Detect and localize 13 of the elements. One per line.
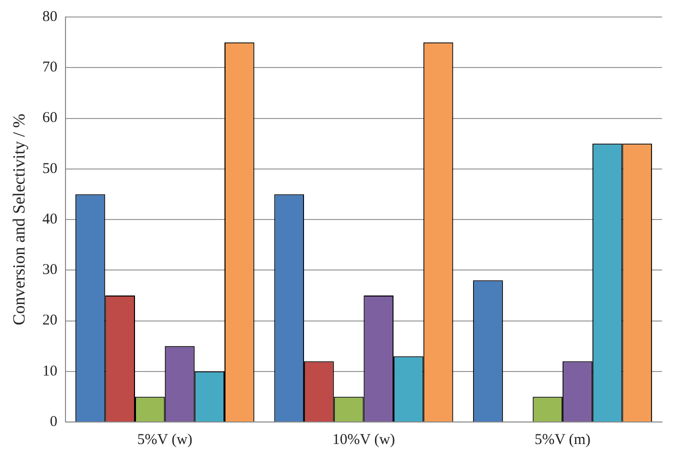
x-tick-label: 10%V (w) xyxy=(332,432,396,448)
y-tick-label: 0 xyxy=(50,414,58,430)
y-tick-label: 40 xyxy=(42,211,58,228)
y-tick-label: 10 xyxy=(42,363,58,380)
y-tick-label: 50 xyxy=(42,160,58,177)
y-tick-label: 80 xyxy=(42,8,58,25)
y-tick-label: 20 xyxy=(42,312,58,329)
y-tick-label: 30 xyxy=(42,262,58,278)
y-axis-title: Conversion and Selectivity / % xyxy=(10,114,29,326)
y-tick-label: 60 xyxy=(42,110,58,126)
x-tick-label: 5%V (m) xyxy=(534,432,591,448)
x-tick-label: 5%V (w) xyxy=(137,432,192,448)
y-tick-label: 70 xyxy=(42,60,58,76)
